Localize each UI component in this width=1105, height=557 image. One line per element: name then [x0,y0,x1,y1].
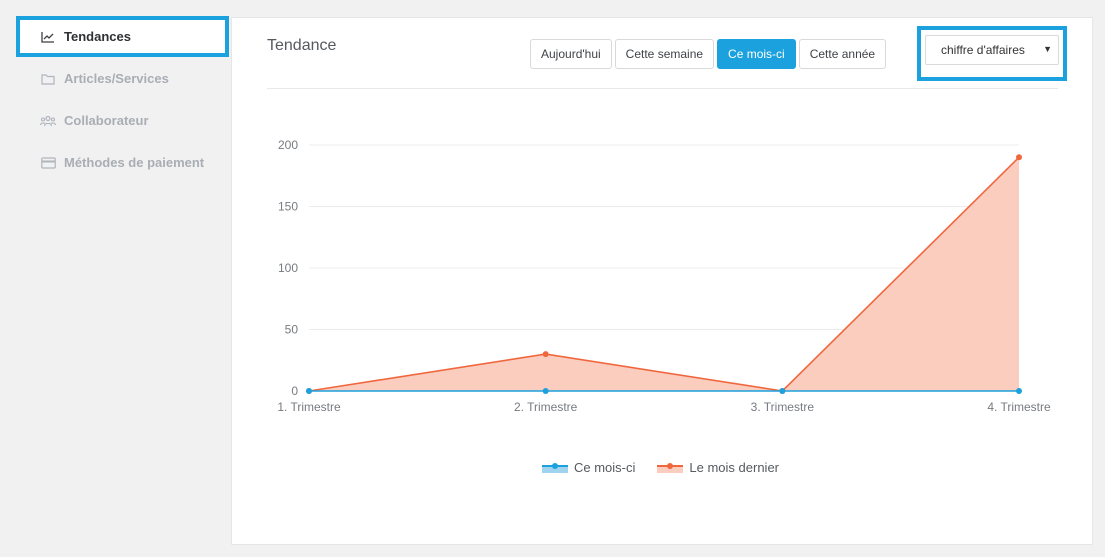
legend-swatch-previous [657,462,684,473]
x-tick-label: 4. Trimestre [987,400,1051,414]
y-tick-label: 200 [278,138,298,152]
x-tick-label: 3. Trimestre [751,400,815,414]
x-tick-label: 1. Trimestre [277,400,341,414]
sidebar-item-label: Tendances [64,29,131,44]
sidebar-item-tendances[interactable]: Tendances [16,16,229,57]
header-divider [267,88,1058,89]
x-tick-label: 2. Trimestre [514,400,578,414]
chart-legend: Ce mois-ci Le mois dernier [542,460,801,475]
period-this-month-button[interactable]: Ce mois-ci [717,39,796,69]
sidebar-item-label: Méthodes de paiement [64,155,205,170]
y-tick-label: 100 [278,261,298,275]
legend-swatch-current [542,462,568,473]
sidebar-item-label: Collaborateur [64,113,149,128]
y-tick-label: 50 [285,323,299,337]
legend-label-previous: Le mois dernier [689,460,780,475]
credit-card-icon [40,156,56,170]
users-icon [40,114,56,128]
folder-icon [40,72,56,86]
series-line-1 [308,156,1020,392]
legend-item-current[interactable]: Ce mois-ci [542,460,635,475]
sidebar-item-collaborateur[interactable]: Collaborateur [16,100,229,141]
period-button-group: Aujourd'hui Cette semaine Ce mois-ci Cet… [530,39,889,69]
trend-panel: Tendance Aujourd'hui Cette semaine Ce mo… [231,17,1093,545]
legend-label-current: Ce mois-ci [574,460,636,475]
y-tick-label: 150 [278,200,298,214]
period-this-year-button[interactable]: Cette année [798,39,887,69]
sidebar-item-methodes-de-paiement[interactable]: Méthodes de paiement [16,142,229,183]
panel-title: Tendance [267,37,337,54]
data-point [779,388,786,394]
data-point [542,388,549,394]
data-point [542,351,549,358]
trend-chart: 0 50 100 150 200 1. Trimestre 2. Trimestre 3. … [277,138,1051,414]
trend-chart-icon [40,30,56,44]
data-point [1016,154,1022,161]
sidebar: Tendances Articles/Services Collaborateu… [0,0,232,557]
y-tick-label: 0 [291,384,298,398]
sidebar-item-label: Articles/Services [64,71,169,86]
sidebar-item-articles-services[interactable]: Articles/Services [16,58,229,99]
metric-select-value: chiffre d'affaires [941,43,1025,57]
legend-item-previous[interactable]: Le mois dernier [657,460,779,475]
metric-select-highlight: chiffre d'affaires ▼ [917,26,1067,81]
chevron-down-icon: ▼ [1043,44,1052,54]
series-area-1 [309,157,1019,391]
metric-select[interactable]: chiffre d'affaires ▼ [925,35,1059,65]
data-point [1016,388,1022,394]
period-this-week-button[interactable]: Cette semaine [614,39,715,69]
data-point [306,388,312,394]
period-today-button[interactable]: Aujourd'hui [530,39,612,69]
